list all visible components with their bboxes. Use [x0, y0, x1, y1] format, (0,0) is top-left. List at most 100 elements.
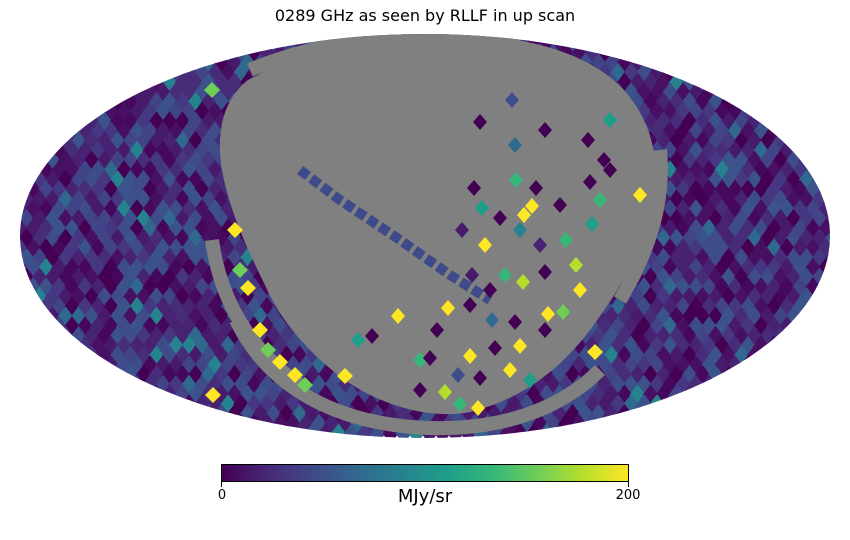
map-pixel [597, 394, 613, 415]
map-pixel [785, 91, 802, 113]
map-pixel [77, 355, 93, 376]
map-pixel [558, 374, 574, 396]
map-pixel [727, 355, 743, 376]
map-pixel [792, 218, 808, 240]
map-pixel [779, 140, 795, 162]
map-pixel [577, 325, 594, 347]
map-pixel [168, 355, 184, 376]
map-pixel [571, 394, 587, 415]
map-pixel [675, 34, 691, 45]
map-pixel [636, 277, 652, 298]
map-pixel [155, 374, 171, 396]
map-pixel [70, 286, 87, 308]
map-pixel [688, 257, 704, 279]
map-pixel [668, 247, 685, 269]
map-pixel [161, 286, 178, 308]
map-pixel [57, 247, 74, 269]
map-pixel [135, 52, 152, 74]
map-pixel [688, 238, 704, 259]
map-pixel [31, 169, 48, 191]
map-pixel [733, 72, 750, 94]
map-pixel [70, 364, 87, 386]
map-pixel [109, 267, 126, 289]
map-pixel [451, 367, 465, 383]
map-pixel [103, 296, 119, 318]
map-pixel [694, 403, 711, 425]
map-pixel [558, 355, 574, 376]
map-pixel [38, 394, 54, 415]
map-pixel [740, 62, 756, 84]
map-pixel [655, 228, 672, 250]
map-pixel [174, 345, 191, 367]
map-pixel [122, 34, 139, 55]
map-pixel [792, 296, 808, 318]
map-pixel [740, 374, 756, 396]
map-pixel [623, 296, 639, 318]
map-pixel [727, 413, 743, 435]
map-pixel [109, 286, 126, 308]
map-pixel [174, 364, 191, 386]
map-pixel [38, 218, 54, 240]
map-pixel [213, 325, 230, 347]
map-pixel [363, 394, 379, 415]
map-pixel [135, 364, 152, 386]
map-pixel [77, 62, 93, 84]
map-pixel [168, 296, 184, 318]
map-pixel [740, 121, 756, 142]
map-pixel [824, 111, 830, 133]
map-pixel [25, 121, 41, 142]
map-pixel [44, 150, 61, 172]
map-pixel [675, 121, 691, 142]
map-pixel [720, 345, 737, 367]
map-pixel [129, 257, 145, 279]
map-pixel [20, 355, 28, 376]
map-pixel [818, 218, 830, 240]
map-pixel [168, 413, 184, 435]
map-pixel [129, 413, 145, 435]
map-pixel [473, 423, 490, 438]
map-pixel [714, 218, 730, 240]
map-pixel [90, 62, 106, 84]
map-pixel [96, 267, 113, 289]
map-pixel [746, 423, 763, 438]
map-pixel [759, 306, 776, 328]
map-pixel [766, 218, 782, 240]
map-pixel [707, 111, 724, 133]
map-pixel [616, 306, 633, 328]
map-pixel [38, 34, 54, 45]
map-pixel [707, 423, 724, 438]
map-pixel [714, 335, 730, 357]
map-pixel [714, 355, 730, 376]
map-pixel [122, 72, 139, 94]
map-pixel [64, 374, 80, 396]
map-pixel [655, 247, 672, 269]
map-pixel [662, 199, 678, 220]
map-pixel [508, 137, 522, 153]
colorbar-tick-max [628, 482, 629, 487]
map-pixel [174, 423, 191, 438]
map-pixel [44, 208, 61, 230]
map-pixel [701, 335, 717, 357]
map-pixel [746, 169, 763, 191]
map-pixel [597, 335, 613, 357]
map-pixel [753, 238, 769, 259]
map-pixel [226, 364, 243, 386]
map-pixel [811, 91, 828, 113]
map-pixel [720, 247, 737, 269]
map-pixel [766, 101, 782, 123]
map-pixel [785, 150, 802, 172]
map-pixel [285, 394, 301, 415]
map-pixel [525, 384, 542, 406]
map-pixel [438, 384, 452, 400]
map-pixel [57, 52, 74, 74]
map-pixel [83, 364, 100, 386]
map-pixel [785, 247, 802, 269]
map-pixel [785, 169, 802, 191]
map-pixel [90, 82, 106, 103]
map-pixel [824, 189, 830, 211]
map-pixel [766, 43, 782, 64]
map-pixel [824, 72, 830, 94]
map-pixel [103, 413, 119, 435]
map-pixel [272, 34, 288, 45]
map-pixel [668, 150, 685, 172]
